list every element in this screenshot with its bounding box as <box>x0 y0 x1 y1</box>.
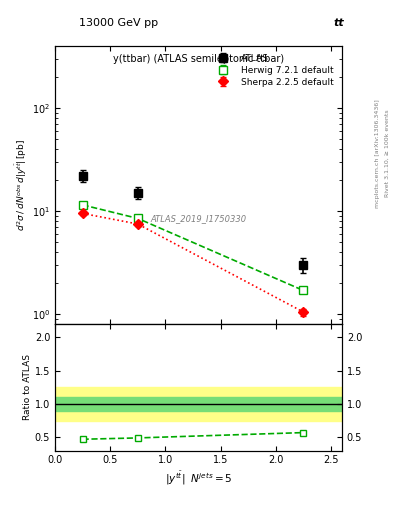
Y-axis label: $d^2\sigma\,/\,dN^{obs}\,d|y^{t\bar{t}}|\,[\mathrm{pb}]$: $d^2\sigma\,/\,dN^{obs}\,d|y^{t\bar{t}}|… <box>13 139 29 231</box>
Text: ATLAS_2019_I1750330: ATLAS_2019_I1750330 <box>151 214 246 223</box>
Bar <box>55 397 342 411</box>
Text: tt: tt <box>333 18 344 28</box>
X-axis label: $|y^{t\bar{t}}|\;\;N^{jets} = 5$: $|y^{t\bar{t}}|\;\;N^{jets} = 5$ <box>165 470 232 487</box>
Legend: ATLAS, Herwig 7.2.1 default, Sherpa 2.2.5 default: ATLAS, Herwig 7.2.1 default, Sherpa 2.2.… <box>208 51 338 90</box>
Text: y(ttbar) (ATLAS semileptonic ttbar): y(ttbar) (ATLAS semileptonic ttbar) <box>113 54 284 65</box>
Text: mcplots.cern.ch [arXiv:1306.3436]: mcplots.cern.ch [arXiv:1306.3436] <box>375 99 380 208</box>
Text: 13000 GeV pp: 13000 GeV pp <box>79 18 158 28</box>
Y-axis label: Ratio to ATLAS: Ratio to ATLAS <box>23 354 32 420</box>
Text: Rivet 3.1.10, ≥ 100k events: Rivet 3.1.10, ≥ 100k events <box>385 110 390 198</box>
Bar <box>55 388 342 421</box>
